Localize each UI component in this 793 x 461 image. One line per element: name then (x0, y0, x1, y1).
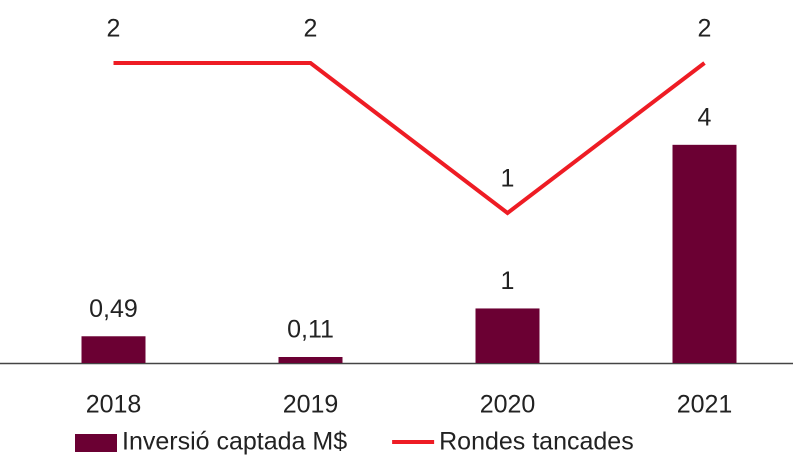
bar (475, 308, 540, 363)
data-label: 0,11 (287, 316, 334, 344)
x-tick-label: 2020 (480, 391, 536, 419)
bar (81, 336, 146, 363)
legend-swatch (75, 434, 117, 452)
legend-label: Inversió captada M$ (122, 428, 347, 456)
data-label: 1 (501, 165, 515, 193)
line (113, 61, 706, 216)
legend-label: Rondes tancades (439, 428, 634, 456)
bar (278, 357, 343, 363)
data-label: 4 (698, 103, 712, 131)
bar (672, 144, 737, 363)
data-label: 2 (304, 15, 318, 43)
data-label: 2 (107, 15, 121, 43)
data-label: 1 (501, 267, 515, 295)
data-label: 2 (698, 15, 712, 43)
data-label: 0,49 (89, 295, 138, 323)
x-tick-label: 2021 (677, 391, 733, 419)
x-tick-label: 2019 (283, 391, 339, 419)
x-tick-label: 2018 (86, 391, 142, 419)
